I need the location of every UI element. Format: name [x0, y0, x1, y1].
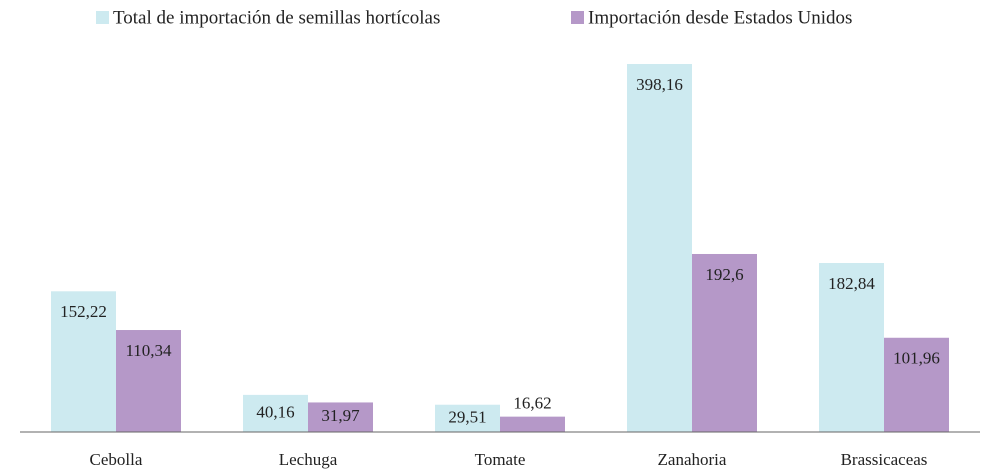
x-tick-label: Lechuga: [279, 450, 338, 469]
data-label: 16,62: [513, 394, 551, 413]
data-label: 110,34: [125, 341, 172, 360]
bar: [51, 291, 116, 432]
data-label: 192,6: [705, 265, 743, 284]
legend-swatch: [571, 11, 584, 24]
data-label: 182,84: [828, 274, 875, 293]
bar: [500, 416, 565, 432]
x-tick-label: Tomate: [475, 450, 526, 469]
bar: [819, 263, 884, 432]
data-label: 152,22: [60, 302, 107, 321]
x-tick-label: Brassicaceas: [841, 450, 928, 469]
bar: [435, 404, 500, 432]
data-label: 31,97: [321, 406, 360, 425]
data-label: 29,51: [448, 407, 486, 426]
data-label: 101,96: [893, 349, 940, 368]
bar: [308, 402, 373, 432]
x-tick-label: Cebolla: [90, 450, 143, 469]
legend-swatch: [96, 11, 109, 24]
data-label: 40,16: [256, 402, 294, 421]
bar: [692, 253, 757, 432]
bar: [116, 330, 181, 432]
legend-label: Importación desde Estados Unidos: [588, 7, 852, 28]
bar: [243, 394, 308, 432]
bar: [627, 64, 692, 432]
x-tick-label: Zanahoria: [658, 450, 727, 469]
bar: [884, 337, 949, 432]
data-label: 398,16: [636, 75, 683, 94]
legend-label: Total de importación de semillas hortíco…: [113, 7, 440, 28]
